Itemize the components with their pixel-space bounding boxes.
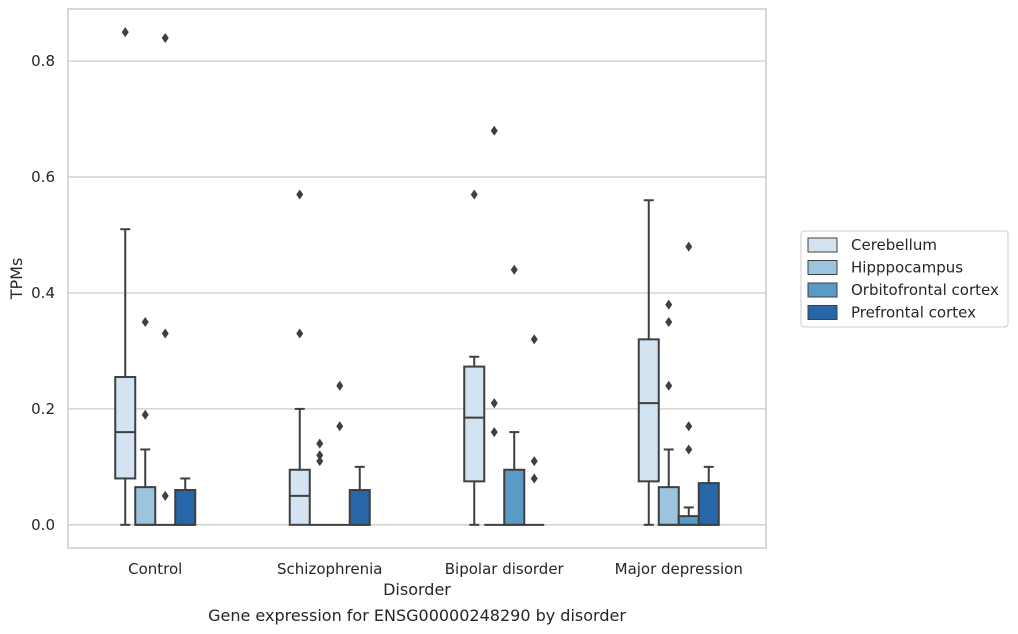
box-3-2 — [677, 241, 700, 526]
x-tick-label: Bipolar disorder — [445, 560, 565, 578]
y-tick-label: 0.0 — [31, 516, 55, 534]
outlier-point — [490, 125, 498, 136]
y-tick-label: 0.2 — [31, 400, 55, 418]
outlier-point — [141, 409, 149, 420]
outlier-point — [530, 334, 538, 345]
outlier-point — [316, 438, 324, 449]
box-3-3 — [697, 465, 720, 526]
box-2-3 — [524, 334, 545, 526]
box-body — [114, 376, 137, 480]
box-body — [463, 365, 486, 483]
box-body — [174, 489, 197, 526]
box-3-0 — [637, 199, 660, 526]
outlier-point — [141, 316, 149, 327]
legend: Cerebellum Hipppocampus Orbitofrontal cort… — [800, 230, 1009, 328]
x-tick-label: Major depression — [615, 560, 743, 578]
outlier-point — [665, 380, 673, 391]
box-0-1 — [134, 316, 157, 526]
legend-label: Hipppocampus — [851, 259, 963, 277]
box-body — [677, 515, 700, 526]
box-1-2 — [329, 380, 350, 526]
x-tick-labels: Control Schizophrenia Bipolar disorder Majo… — [128, 560, 743, 578]
box-body — [637, 338, 660, 483]
legend-label: Orbitofrontal cortex — [851, 281, 999, 299]
box-0-3 — [174, 477, 197, 526]
outlier-point — [161, 490, 169, 501]
box-2-2 — [503, 264, 526, 526]
x-tick-label: Schizophrenia — [277, 560, 382, 578]
outlier-point — [530, 456, 538, 467]
outlier-point — [490, 398, 498, 409]
x-axis-label: Disorder — [383, 580, 451, 599]
box-body — [697, 482, 720, 526]
outlier-point — [336, 380, 344, 391]
outlier-point — [685, 421, 693, 432]
legend-label: Cerebellum — [851, 236, 937, 254]
boxes — [114, 27, 720, 526]
box-2-1 — [484, 125, 505, 526]
outlier-point — [316, 456, 324, 467]
outlier-point — [530, 473, 538, 484]
outlier-point — [161, 328, 169, 339]
legend-swatch — [807, 237, 838, 253]
outlier-point — [490, 427, 498, 438]
y-axis-label: TPMs — [7, 258, 26, 301]
outlier-point — [296, 328, 304, 339]
outlier-point — [665, 299, 673, 310]
outlier-point — [316, 450, 324, 461]
y-tick-label: 0.4 — [31, 284, 55, 302]
outlier-point — [161, 32, 169, 43]
legend-swatch — [807, 305, 838, 320]
y-tick-label: 0.8 — [31, 52, 55, 70]
box-body — [134, 486, 157, 526]
box-1-0 — [288, 189, 311, 526]
gridlines — [68, 60, 766, 526]
box-1-3 — [348, 465, 371, 526]
box-body — [348, 489, 371, 526]
x-tick-label: Control — [128, 560, 182, 578]
outlier-point — [296, 189, 304, 200]
outlier-point — [685, 241, 693, 252]
outlier-point — [121, 27, 129, 38]
outlier-point — [510, 264, 518, 275]
legend-swatch — [807, 260, 838, 275]
outlier-point — [665, 316, 673, 327]
box-body — [288, 468, 311, 526]
outlier-point — [336, 421, 344, 432]
y-tick-label: 0.6 — [31, 168, 55, 186]
outlier-point — [470, 189, 478, 200]
y-tick-labels: 0.0 0.2 0.4 0.6 0.8 — [31, 52, 55, 534]
box-1-1 — [309, 438, 330, 526]
box-2-0 — [463, 189, 486, 526]
legend-frame — [800, 230, 1009, 328]
box-body — [657, 486, 680, 526]
chart-caption: Gene expression for ENSG00000248290 by d… — [208, 606, 626, 625]
box-0-0 — [114, 27, 137, 526]
legend-swatch — [807, 282, 838, 298]
legend-label: Prefrontal cortex — [851, 304, 976, 322]
box-3-1 — [657, 299, 680, 526]
plot-frame — [67, 8, 767, 549]
box-body — [503, 468, 526, 526]
box-0-2 — [155, 32, 176, 526]
outlier-point — [685, 444, 693, 455]
